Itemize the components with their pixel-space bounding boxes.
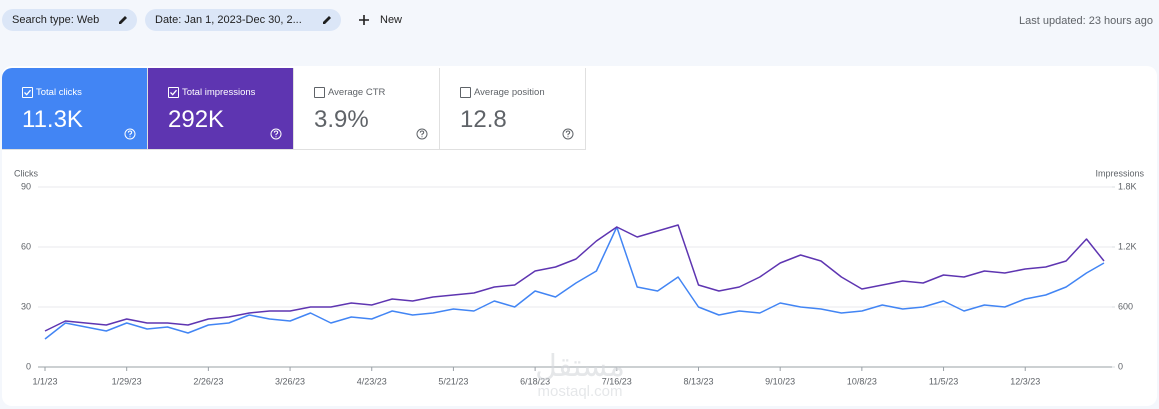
plus-icon — [359, 15, 369, 25]
checkbox — [168, 87, 179, 98]
chip-label: Date: Jan 1, 2023-Dec 30, 2... — [155, 14, 302, 26]
x-tick-label: 1/1/23 — [32, 376, 57, 386]
watermark-latin: mostaql.com — [537, 383, 622, 400]
x-tick-label: 6/18/23 — [520, 376, 550, 386]
y-axis-label: Clicks — [14, 168, 38, 178]
check-path — [170, 89, 177, 96]
y-tick-label: 30 — [21, 301, 31, 311]
metric-label: Total clicks — [36, 87, 82, 98]
help-icon[interactable] — [124, 128, 136, 140]
metric-value: 3.9% — [314, 106, 369, 133]
y-tick-label: 0 — [26, 361, 31, 371]
y-tick-label: 60 — [21, 241, 31, 251]
edit-icon — [119, 16, 127, 24]
metric-value: 12.8 — [460, 106, 507, 133]
help-circle — [562, 128, 574, 140]
y-tick-label: 90 — [21, 181, 31, 191]
help-icon[interactable] — [562, 128, 574, 140]
help-mark — [565, 130, 571, 138]
help-mark — [273, 130, 279, 138]
checkbox — [460, 87, 471, 98]
x-tick-label: 2/26/23 — [193, 376, 223, 386]
watermark-arabic: مستقل — [535, 350, 625, 383]
metric-label: Average position — [474, 87, 545, 98]
search-type-chip[interactable]: Search type: Web — [2, 9, 137, 31]
x-tick-label: 5/21/23 — [438, 376, 468, 386]
help-circle — [416, 128, 428, 140]
x-tick-label: 4/23/23 — [357, 376, 387, 386]
help-icon[interactable] — [416, 128, 428, 140]
metric-label: Average CTR — [328, 87, 386, 98]
metric-card[interactable]: Total clicks 11.3K — [2, 68, 148, 150]
metric-card[interactable]: Average position 12.8 — [440, 68, 586, 150]
y2-tick-label: 1.8K — [1118, 181, 1137, 191]
metric-value: 292K — [168, 106, 225, 133]
check-mark — [170, 89, 177, 96]
last-updated: Last updated: 23 hours ago — [1019, 15, 1153, 27]
help-mark — [419, 130, 425, 138]
x-tick-label: 11/5/23 — [929, 376, 958, 386]
y2-tick-label: 1.2K — [1118, 241, 1137, 251]
metric-label: Total impressions — [182, 87, 256, 98]
x-tick-label: 3/26/23 — [275, 376, 305, 386]
metric-card[interactable]: Total impressions 292K — [148, 68, 294, 150]
y2-tick-label: 0 — [1118, 361, 1123, 371]
x-tick-label: 7/16/23 — [602, 376, 632, 386]
y2-axis-label: Impressions — [1095, 168, 1144, 178]
help-circle — [124, 128, 136, 140]
x-tick-label: 10/8/23 — [847, 376, 877, 386]
series-line — [44, 226, 1105, 340]
new-label: New — [380, 14, 403, 26]
help-circle — [270, 128, 282, 140]
date-chip[interactable]: Date: Jan 1, 2023-Dec 30, 2... — [145, 9, 341, 31]
metric-value: 11.3K — [22, 106, 83, 133]
help-icon[interactable] — [270, 128, 282, 140]
x-tick-label: 1/29/23 — [112, 376, 142, 386]
y2-tick-label: 600 — [1118, 301, 1133, 311]
series-line — [44, 224, 1105, 332]
check-mark — [24, 89, 31, 96]
chip-label: Search type: Web — [12, 14, 100, 26]
checkbox — [22, 87, 33, 98]
help-mark — [127, 130, 133, 138]
metric-card[interactable]: Average CTR 3.9% — [294, 68, 440, 150]
check-path — [24, 89, 31, 96]
x-tick-label: 8/13/23 — [683, 376, 713, 386]
new-button[interactable]: New — [356, 9, 402, 31]
x-tick-label: 9/10/23 — [765, 376, 795, 386]
edit-icon — [323, 16, 331, 24]
x-tick-label: 12/3/23 — [1010, 376, 1040, 386]
checkbox — [314, 87, 325, 98]
